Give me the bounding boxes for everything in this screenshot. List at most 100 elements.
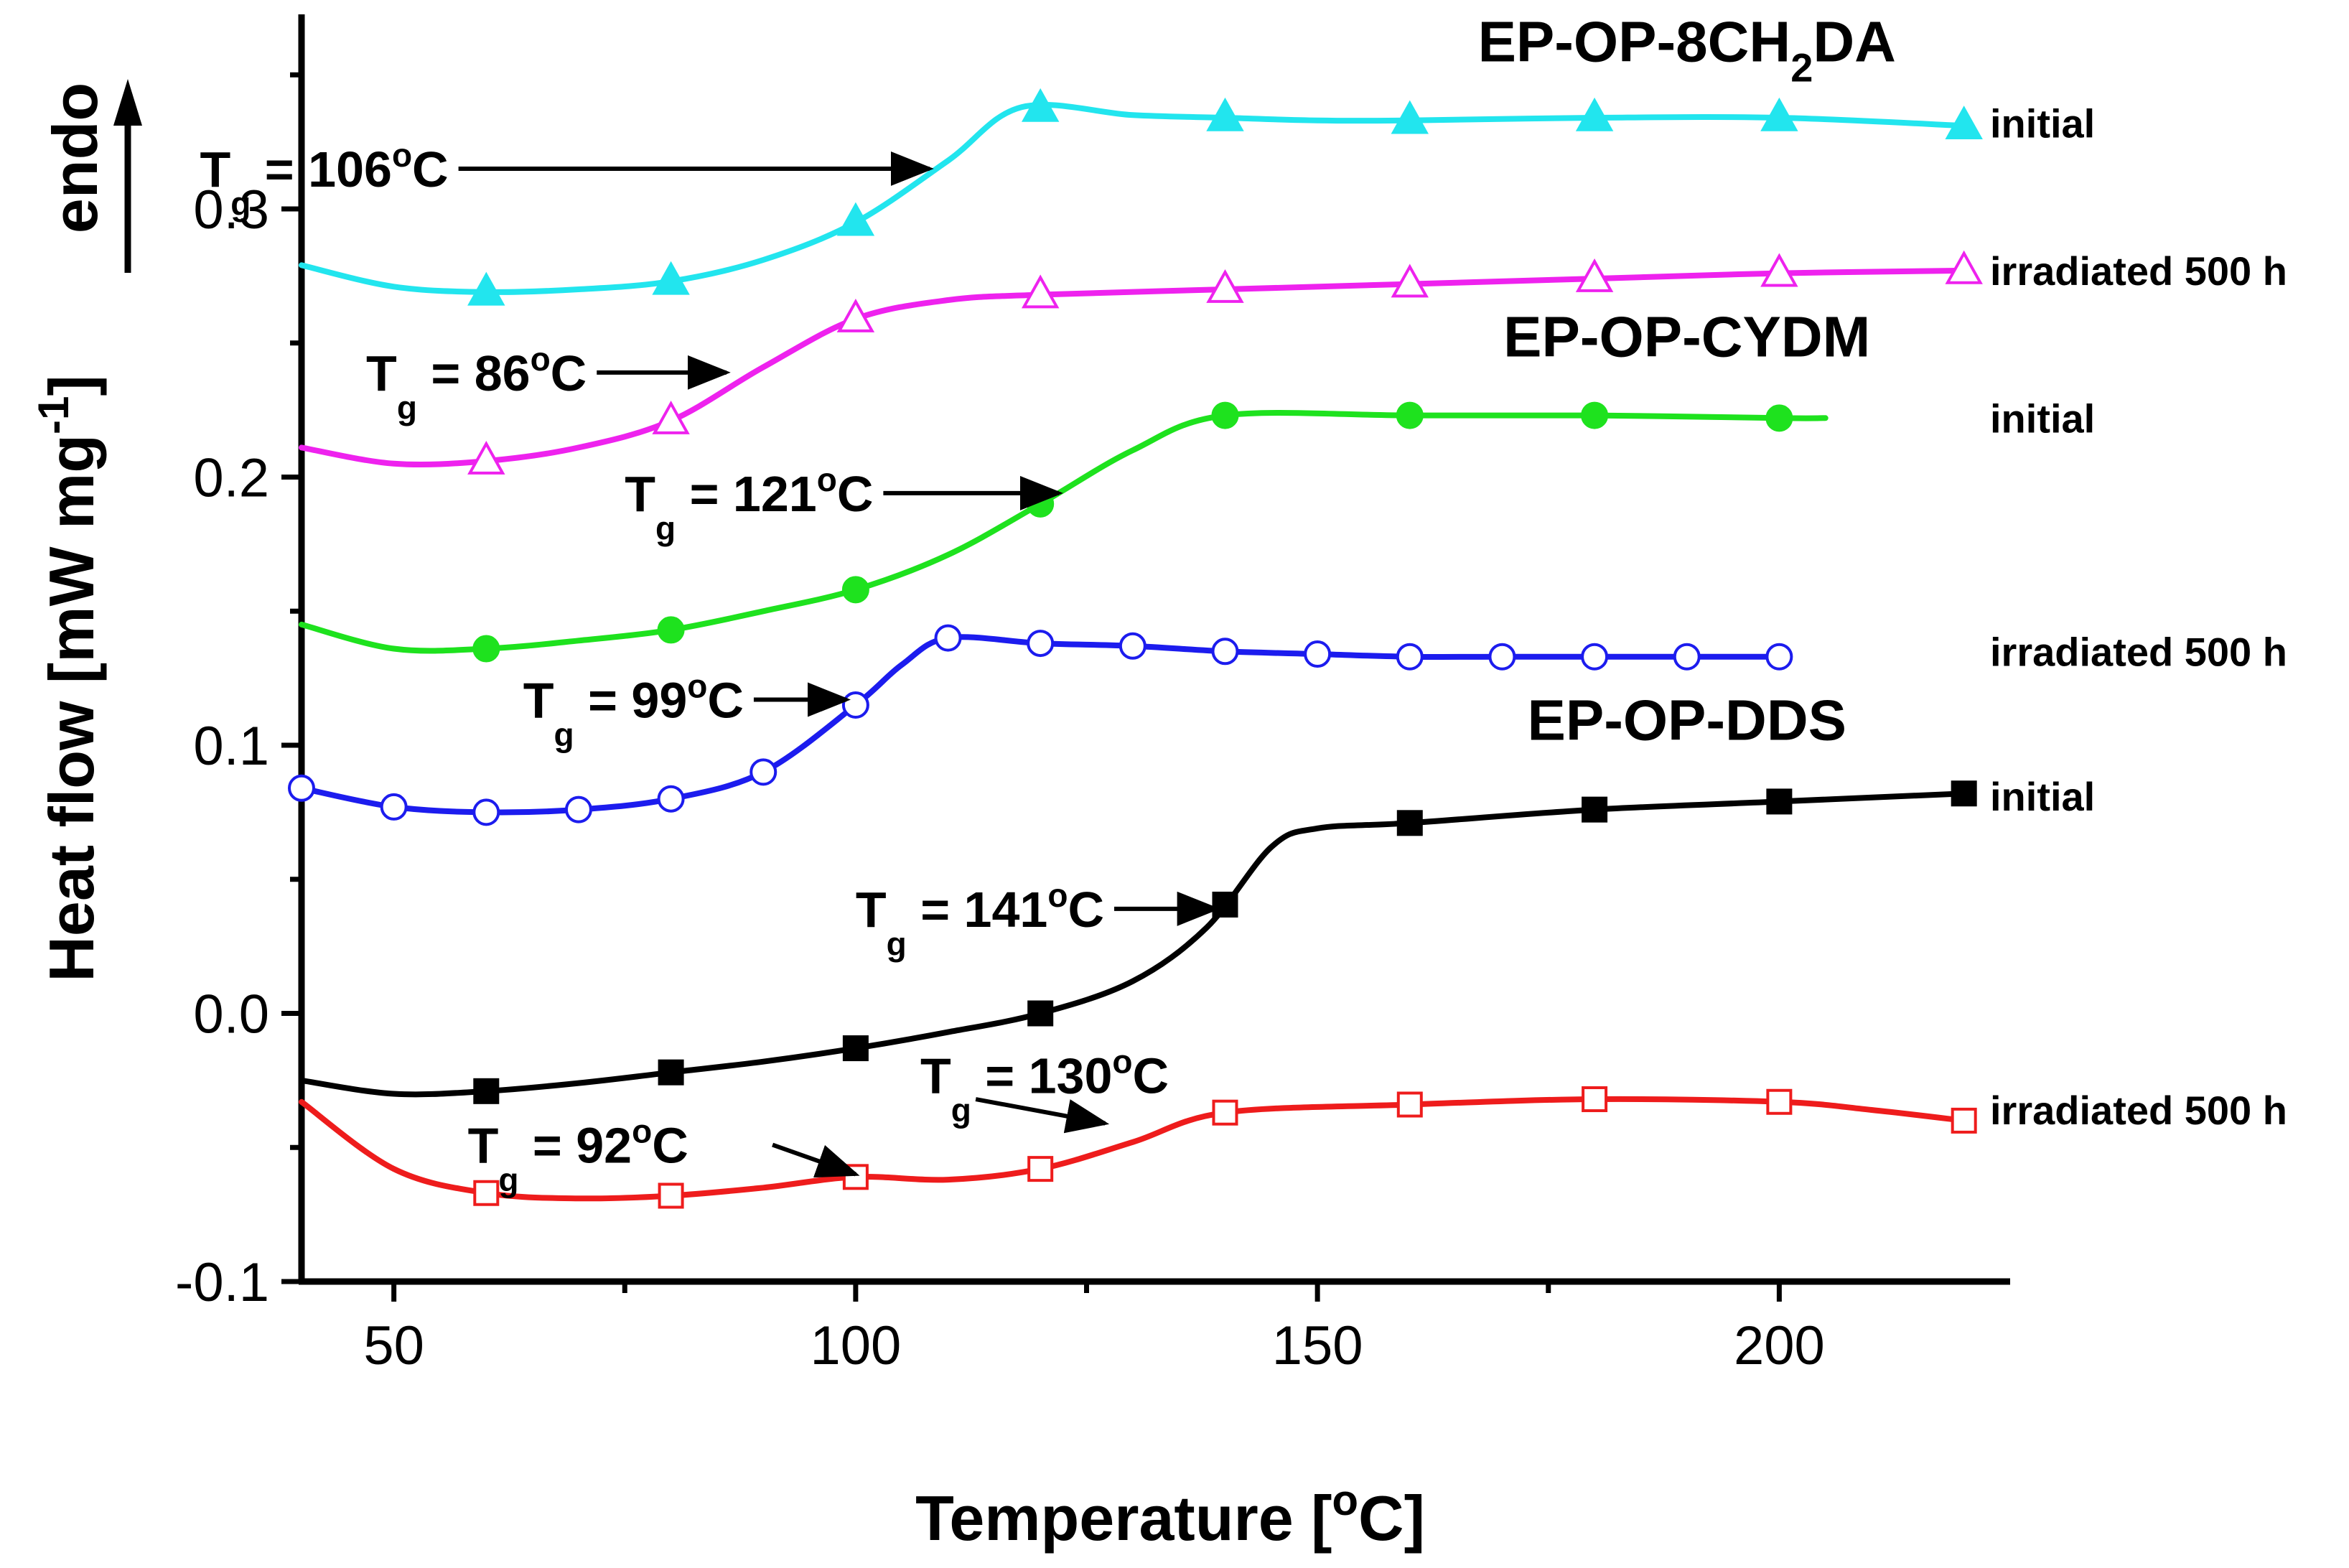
data-point (1951, 1107, 1977, 1134)
tg-symbol: T (625, 466, 655, 522)
data-point (658, 1059, 684, 1086)
data-point (1951, 780, 1977, 807)
data-point (841, 691, 869, 719)
tg-unit: C (551, 345, 587, 401)
tg-annotation: Tg = 106oC (200, 136, 448, 223)
data-point (1021, 274, 1060, 309)
endo-arrow-head (113, 79, 142, 126)
tg-value: = 121 (676, 466, 817, 522)
y-tick-label: 0.3 (193, 179, 269, 241)
data-point (1027, 1000, 1054, 1027)
data-point (1027, 490, 1055, 518)
tg-arrow (975, 1097, 1110, 1134)
tg-superscript: o (531, 340, 551, 378)
tg-unit: C (412, 141, 449, 197)
state-label: initial (1990, 774, 2095, 819)
group-label-subscript: 2 (1790, 45, 1813, 90)
tg-value: = 92 (518, 1118, 632, 1174)
x-tick-label: 200 (1734, 1315, 1825, 1376)
data-point (467, 440, 505, 475)
tg-annotation: Tg = 121oC (625, 461, 873, 547)
data-point (652, 261, 690, 295)
tg-unit: C (1068, 882, 1104, 938)
tg-subscript: g (951, 1091, 971, 1129)
tg-subscript: g (554, 717, 574, 754)
data-point (1575, 97, 1614, 131)
data-point (657, 616, 685, 644)
data-point (1673, 643, 1701, 671)
data-point (564, 795, 592, 823)
axes: 50 100 150 200 -0.1 0.0 0.1 0.2 0.3 Temperature [… (29, 14, 2010, 1554)
tg-superscript: o (817, 461, 837, 498)
y-tick-label: 0.2 (193, 448, 269, 509)
x-axis-title-sup: o (1332, 1476, 1358, 1524)
series-3 (288, 624, 1793, 826)
data-point (1021, 88, 1060, 122)
tg-superscript: o (1112, 1042, 1132, 1080)
data-point (836, 299, 875, 332)
tg-annotation: Tg = 99oC (523, 668, 744, 754)
y-axis-title-sup: -1 (29, 396, 78, 434)
tg-value: = 99 (574, 673, 688, 729)
tg-value: = 86 (417, 345, 531, 401)
state-label: irradiated 500 h (1990, 248, 2287, 294)
series-line (299, 634, 1783, 816)
data-point (842, 1164, 869, 1190)
series-2 (299, 401, 1829, 663)
tg-annotation: Tg = 130oC (920, 1042, 1169, 1129)
state-label: irradiated 500 h (1990, 1088, 2287, 1133)
tg-subscript: g (498, 1162, 518, 1199)
tg-value: = 106 (251, 141, 392, 197)
data-point (1212, 1099, 1238, 1126)
tg-annotation: Tg = 92oC (468, 1113, 688, 1199)
state-label: initial (1990, 101, 2095, 146)
tg-arrow (772, 1142, 860, 1178)
data-point (1304, 640, 1332, 668)
series-4 (299, 780, 1977, 1104)
data-point (288, 774, 315, 802)
tg-superscript: o (1047, 877, 1068, 914)
tg-subscript: g (230, 185, 251, 223)
tg-subscript: g (887, 925, 907, 963)
data-point (380, 793, 408, 821)
tg-superscript: o (392, 136, 412, 174)
data-point (657, 785, 685, 813)
data-point (1765, 643, 1793, 671)
ep-op-8ch2da-label: EP-OP-8CH2DA (1478, 10, 1896, 90)
tg-unit: C (837, 466, 874, 522)
tg-symbol: T (523, 673, 554, 729)
tg-symbol: T (366, 345, 397, 401)
group-label-main: EP-OP-8CH (1478, 10, 1791, 74)
data-point (1581, 401, 1609, 429)
data-point (1119, 632, 1147, 660)
x-tick-label: 100 (810, 1315, 901, 1376)
ep-op-cydm-label: EP-OP-CYDM (1503, 304, 1870, 368)
tg-subscript: g (655, 510, 676, 547)
data-point (1027, 1156, 1054, 1182)
data-point (749, 758, 777, 786)
data-point (1581, 643, 1609, 671)
data-point (1765, 404, 1793, 432)
x-tick-label: 50 (363, 1315, 424, 1376)
x-tick-label: 150 (1272, 1315, 1363, 1376)
tg-symbol: T (200, 141, 230, 197)
tg-unit: C (707, 673, 744, 729)
data-point (1211, 401, 1239, 429)
data-point (842, 1035, 869, 1062)
tg-superscript: o (632, 1113, 652, 1150)
y-tick-label: -0.1 (175, 1252, 269, 1313)
data-point (1488, 643, 1516, 671)
data-point (1027, 630, 1055, 658)
tg-annotation: Tg = 141oC (856, 877, 1104, 963)
data-point (1206, 97, 1244, 131)
tg-annotation: Tg = 86oC (366, 340, 587, 426)
y-tick-label: 0.0 (193, 984, 269, 1045)
data-point (1396, 810, 1423, 836)
series-line (299, 267, 1967, 468)
data-point (1206, 269, 1244, 303)
data-point (836, 202, 875, 236)
data-point (1396, 643, 1424, 671)
tg-subscript: g (397, 389, 417, 426)
x-axis-title-unit: C] (1358, 1483, 1425, 1554)
series-1 (299, 250, 1983, 475)
